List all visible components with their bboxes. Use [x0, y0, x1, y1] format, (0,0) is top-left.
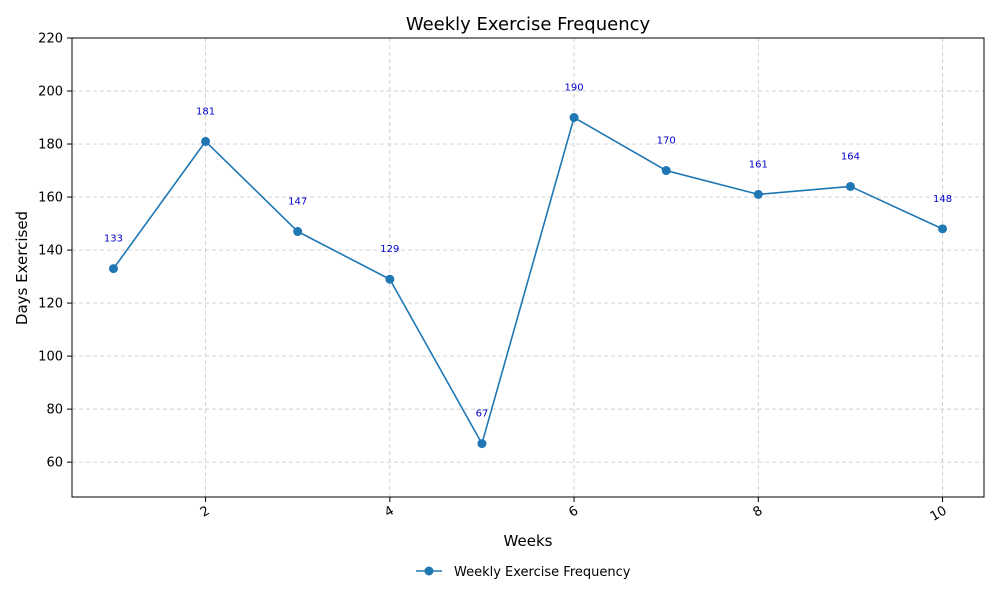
y-axis: 60 80 100 120 140 160 180 200 220	[38, 32, 72, 471]
y-tick-label: 180	[38, 138, 63, 153]
data-point	[938, 224, 948, 234]
data-point	[293, 227, 303, 237]
legend: Weekly Exercise Frequency	[416, 565, 631, 580]
y-tick-label: 160	[38, 191, 63, 206]
data-point	[108, 264, 118, 274]
data-label: 129	[380, 244, 399, 255]
legend-entry-label: Weekly Exercise Frequency	[454, 565, 631, 580]
data-label: 181	[196, 106, 215, 117]
data-label: 161	[749, 159, 768, 170]
series-line	[112, 116, 943, 445]
series-layer	[108, 113, 948, 449]
y-tick-label: 220	[38, 32, 63, 47]
legend-marker	[424, 566, 434, 576]
y-tick-label: 120	[38, 297, 63, 312]
chart-title: Weekly Exercise Frequency	[406, 14, 651, 35]
data-point	[845, 181, 855, 191]
data-label: 147	[288, 197, 307, 208]
y-tick-label: 140	[38, 244, 63, 259]
data-point	[385, 274, 395, 284]
data-label: 148	[933, 194, 952, 205]
y-tick-label: 200	[38, 85, 63, 100]
data-point	[201, 136, 211, 146]
y-tick-label: 60	[46, 456, 63, 471]
data-point	[477, 439, 487, 449]
data-label: 190	[565, 83, 584, 94]
data-label: 67	[476, 409, 489, 420]
data-label: 170	[657, 136, 676, 147]
y-tick-label: 100	[38, 350, 63, 365]
data-point	[661, 166, 671, 176]
plot-frame	[71, 37, 985, 498]
data-label: 164	[841, 151, 860, 162]
y-axis-title: Days Exercised	[13, 211, 31, 325]
x-axis-title: Weeks	[504, 532, 553, 550]
x-tick-label: 10	[928, 503, 950, 524]
data-labels: 133 181 147 129 67 190 170 161 164 148	[104, 83, 952, 420]
data-point	[753, 189, 763, 199]
y-tick-label: 80	[46, 403, 63, 418]
data-point	[569, 113, 579, 123]
data-label: 133	[104, 234, 123, 245]
